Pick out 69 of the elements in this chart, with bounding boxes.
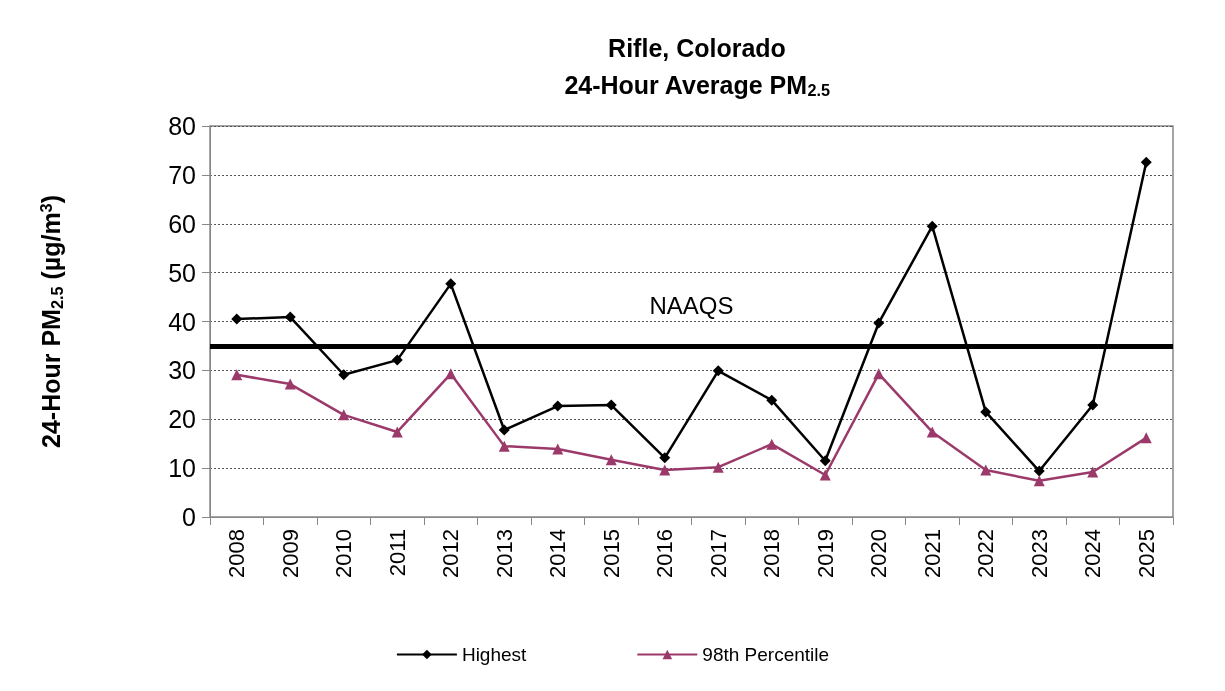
x-tick-label: 2019: [812, 529, 838, 578]
point: [926, 426, 938, 438]
point: [766, 438, 778, 450]
x-tick-label: 2020: [866, 529, 892, 578]
x-tick-label: 2018: [759, 529, 785, 578]
point: [980, 406, 992, 418]
y-tick-label: 60: [168, 209, 196, 238]
y-tick-label: 50: [168, 258, 196, 287]
point: [873, 317, 885, 329]
y-tick-label: 0: [182, 503, 196, 531]
point: [231, 369, 243, 381]
x-tick-label: 2024: [1080, 529, 1106, 578]
chart-subtitle: 24-Hour Average PM2.5: [564, 70, 831, 100]
point: [605, 399, 617, 411]
x-tick-label: 2022: [973, 529, 999, 578]
point: [498, 424, 510, 436]
x-tick-label: 2015: [598, 529, 624, 578]
x-tick-label: 2008: [224, 529, 250, 578]
point: [712, 461, 724, 473]
point: [1033, 475, 1045, 487]
point: [766, 394, 778, 406]
y-tick-label: 30: [168, 356, 196, 385]
point: [819, 469, 831, 481]
point: [445, 368, 457, 380]
x-tick-label: 2009: [277, 529, 303, 578]
ref-line-label: NAAQS: [649, 292, 734, 320]
y-tick-label: 70: [168, 160, 196, 189]
x-tick-label: 2023: [1026, 529, 1052, 578]
point: [605, 454, 617, 466]
y-tick-label: 10: [168, 454, 196, 483]
x-tick-label: 2017: [705, 529, 731, 578]
point: [231, 313, 243, 325]
y-tick-label: 80: [168, 112, 196, 140]
x-tick-label: 2021: [919, 529, 945, 578]
point: [926, 220, 938, 232]
point: [659, 452, 671, 464]
point: [391, 354, 403, 366]
point: [712, 365, 724, 377]
point: [498, 440, 510, 452]
point: [819, 455, 831, 467]
point: [1087, 399, 1099, 411]
point: [338, 409, 350, 421]
point: [552, 443, 564, 455]
x-tick-label: 2016: [652, 529, 678, 578]
y-tick-label: 40: [168, 307, 196, 336]
point: [1140, 156, 1152, 168]
point: [552, 400, 564, 412]
legend-label: Highest: [461, 644, 528, 665]
point: [391, 426, 403, 438]
point: [445, 278, 457, 290]
point: [873, 368, 885, 380]
point: [284, 311, 296, 323]
point: [1033, 465, 1045, 477]
x-tick-label: 2010: [331, 529, 357, 578]
point: [659, 464, 671, 476]
y-tick-label: 20: [168, 405, 196, 434]
x-tick-label: 2025: [1133, 529, 1159, 578]
point: [980, 464, 992, 476]
point: [1140, 432, 1152, 444]
x-tick-label: 2011: [384, 529, 410, 577]
y-axis-title: 24-Hour PM2.5 (µg/m3): [36, 195, 66, 448]
legend-label: 98th Percentile: [702, 644, 830, 665]
point: [284, 378, 296, 390]
x-tick-label: 2013: [491, 529, 517, 578]
point: [1087, 466, 1099, 478]
x-tick-label: 2012: [438, 529, 464, 578]
x-tick-label: 2014: [545, 529, 571, 578]
chart-title: Rifle, Colorado: [608, 33, 786, 62]
point: [338, 369, 350, 381]
